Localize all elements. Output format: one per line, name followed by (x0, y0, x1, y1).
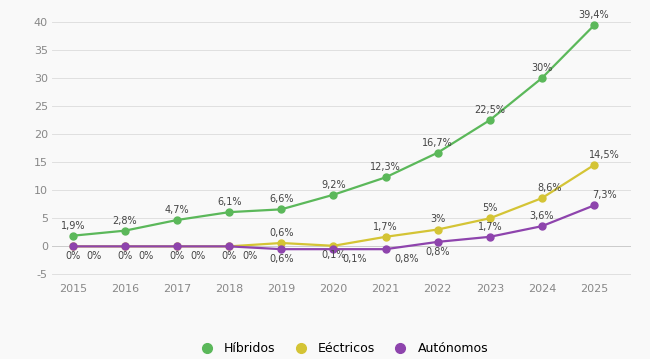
Text: 0,8%: 0,8% (394, 254, 419, 264)
Eéctricos (330, 244, 337, 248)
Legend: Híbridos, Eéctricos, Autónomos: Híbridos, Eéctricos, Autónomos (189, 337, 493, 359)
Híbridos (382, 175, 389, 180)
Text: 0%: 0% (118, 251, 133, 261)
Text: 0,1%: 0,1% (342, 254, 367, 264)
Autónomos (538, 224, 546, 228)
Eéctricos (69, 244, 77, 248)
Híbridos (278, 207, 285, 211)
Eéctricos (173, 244, 181, 248)
Text: 14,5%: 14,5% (589, 150, 620, 160)
Autónomos (590, 203, 598, 208)
Autónomos (382, 247, 389, 251)
Text: 12,3%: 12,3% (370, 162, 401, 172)
Eéctricos (278, 241, 285, 245)
Eéctricos (538, 196, 546, 200)
Text: 0%: 0% (86, 251, 101, 261)
Autónomos (330, 247, 337, 251)
Text: 8,6%: 8,6% (538, 183, 562, 193)
Text: 6,6%: 6,6% (269, 194, 294, 204)
Eéctricos (121, 244, 129, 248)
Eéctricos (382, 235, 389, 239)
Autónomos (226, 244, 233, 248)
Text: 5%: 5% (482, 203, 497, 213)
Text: 39,4%: 39,4% (578, 10, 609, 20)
Text: 22,5%: 22,5% (474, 105, 505, 115)
Eéctricos (434, 227, 441, 232)
Text: 9,2%: 9,2% (321, 180, 346, 190)
Text: 3,6%: 3,6% (530, 211, 554, 221)
Híbridos (486, 118, 494, 122)
Autónomos (486, 235, 494, 239)
Híbridos (434, 150, 441, 155)
Text: 1,9%: 1,9% (60, 221, 85, 231)
Autónomos (121, 244, 129, 248)
Híbridos (173, 218, 181, 222)
Eéctricos (226, 244, 233, 248)
Autónomos (173, 244, 181, 248)
Text: 0,1%: 0,1% (321, 250, 346, 260)
Text: 30%: 30% (531, 63, 552, 73)
Text: 1,7%: 1,7% (373, 222, 398, 232)
Text: 1,7%: 1,7% (478, 222, 502, 232)
Híbridos (69, 234, 77, 238)
Híbridos (226, 210, 233, 214)
Text: 0%: 0% (190, 251, 205, 261)
Autónomos (434, 240, 441, 244)
Híbridos (330, 192, 337, 197)
Line: Híbridos: Híbridos (70, 22, 597, 239)
Text: 0,6%: 0,6% (269, 228, 294, 238)
Híbridos (538, 76, 546, 80)
Text: 3%: 3% (430, 214, 445, 224)
Text: 0,6%: 0,6% (269, 254, 294, 264)
Text: 6,1%: 6,1% (217, 197, 241, 207)
Text: 0%: 0% (65, 251, 81, 261)
Híbridos (121, 229, 129, 233)
Text: 0%: 0% (138, 251, 153, 261)
Text: 7,3%: 7,3% (592, 190, 617, 200)
Text: 0%: 0% (170, 251, 185, 261)
Eéctricos (590, 163, 598, 167)
Text: 4,7%: 4,7% (164, 205, 189, 215)
Line: Autónomos: Autónomos (70, 202, 597, 253)
Text: 2,8%: 2,8% (112, 216, 137, 225)
Text: 0%: 0% (222, 251, 237, 261)
Eéctricos (486, 216, 494, 220)
Híbridos (590, 23, 598, 28)
Autónomos (69, 244, 77, 248)
Text: 0%: 0% (242, 251, 257, 261)
Text: 0,8%: 0,8% (425, 247, 450, 257)
Line: Eéctricos: Eéctricos (70, 162, 597, 250)
Text: 16,7%: 16,7% (422, 137, 453, 148)
Autónomos (278, 247, 285, 251)
